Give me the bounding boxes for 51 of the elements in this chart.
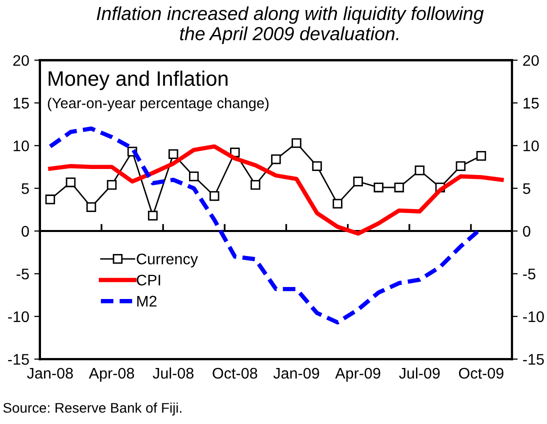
- x-tick-label: Apr-09: [335, 368, 380, 382]
- y2-tick-label: 10: [524, 140, 539, 152]
- y-tick-label: -10: [8, 311, 29, 322]
- legend-label: CPI: [136, 274, 160, 286]
- point: [312, 161, 322, 171]
- point: [148, 210, 158, 221]
- point: [250, 180, 260, 190]
- y2-tick-label: 20: [523, 55, 539, 66]
- y-tick-label: 20: [13, 55, 29, 66]
- y2-tick-label: -15: [523, 354, 544, 365]
- x-tick-label: Jan-08: [27, 368, 73, 379]
- y2-tick-label: -5: [523, 268, 536, 280]
- point: [353, 176, 363, 186]
- point: [189, 172, 199, 182]
- line-series: [48, 144, 504, 236]
- point: [210, 191, 220, 201]
- legend-label: Currency: [136, 254, 198, 268]
- y-tick-label: -15: [8, 354, 29, 365]
- point: [374, 182, 384, 192]
- point: [271, 154, 281, 164]
- point: [106, 180, 117, 190]
- y2-tick-label: 5: [523, 183, 530, 194]
- y-tick-label: 5: [22, 183, 29, 194]
- y2-tick-label: 0: [523, 226, 530, 237]
- source-note: Source: Reserve Bank of Fiji.: [3, 402, 182, 416]
- point: [168, 149, 178, 160]
- x-tick-label: Oct-09: [459, 368, 504, 379]
- x-tick-label: Jul-08: [152, 367, 194, 379]
- point: [45, 194, 56, 204]
- y-tick-label: 0: [22, 226, 29, 237]
- point: [292, 138, 302, 148]
- x-tick-label: Oct-08: [212, 368, 258, 379]
- x-tick-label: Apr-08: [88, 368, 134, 382]
- chart-title: Inflation increased along with liquidity following the April 2009 devaluation.: [96, 6, 484, 44]
- point: [476, 151, 486, 161]
- point: [86, 202, 96, 212]
- y2-tick-label: -10: [523, 311, 544, 322]
- point: [394, 182, 404, 192]
- y-tick-label: 15: [14, 98, 29, 109]
- point: [456, 161, 466, 171]
- legend-label: M2: [137, 296, 156, 306]
- point: [414, 166, 424, 176]
- annotation: (Year-on-year percentage change): [48, 98, 269, 112]
- annotation: Money and Inflation: [48, 70, 228, 90]
- point: [66, 177, 76, 188]
- point: [332, 198, 342, 209]
- x-tick-label: Jan-09: [273, 368, 320, 379]
- y2-tick-label: 15: [524, 98, 539, 109]
- y-tick-label: -5: [16, 268, 29, 280]
- x-tick-label: Jul-09: [399, 367, 440, 379]
- y-tick-label: 10: [14, 140, 29, 152]
